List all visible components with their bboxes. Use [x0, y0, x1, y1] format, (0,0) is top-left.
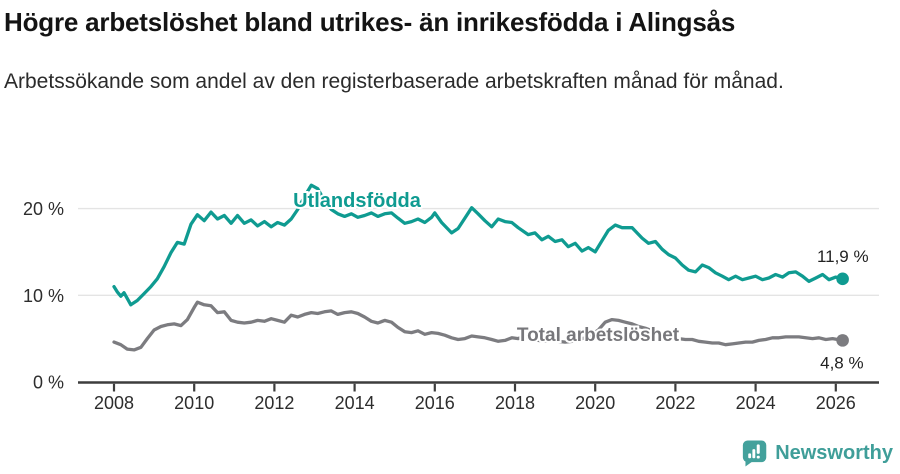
x-tick-label: 2024 [736, 393, 776, 413]
series-line-total-arbetslöshet [112, 300, 845, 352]
x-tick-label: 2022 [655, 393, 695, 413]
series-end-dot [836, 272, 849, 286]
series-end-value-label: 4,8 % [820, 353, 863, 372]
x-tick-label: 2010 [174, 393, 214, 413]
y-tick-label: 20 % [23, 199, 64, 219]
y-tick-label: 10 % [23, 286, 64, 306]
series-label-utlandsfödda: Utlandsfödda [293, 190, 422, 212]
x-tick-label: 2020 [575, 393, 615, 413]
x-tick-label: 2016 [415, 393, 455, 413]
series-label-total-arbetslöshet: Total arbetslöshet [517, 325, 680, 346]
x-tick-label: 2014 [335, 393, 375, 413]
x-tick-label: 2012 [254, 393, 294, 413]
series-line-utlandsfödda [112, 183, 845, 307]
series-end-value-label: 11,9 % [817, 247, 869, 266]
chart-subtitle: Arbetssökande som andel av den registerb… [4, 70, 784, 93]
x-tick-label: 2026 [816, 393, 856, 413]
newsworthy-wordmark: Newsworthy [775, 442, 893, 464]
newsworthy-logo: Newsworthy [742, 439, 893, 468]
y-tick-label: 0 % [33, 373, 64, 393]
x-tick-label: 2008 [94, 393, 134, 413]
x-tick-label: 2018 [495, 393, 535, 413]
chart-title: Högre arbetslöshet bland utrikes- än inr… [4, 7, 736, 37]
newsworthy-chart-bubble-icon [743, 440, 767, 467]
series-end-dot [836, 334, 849, 347]
